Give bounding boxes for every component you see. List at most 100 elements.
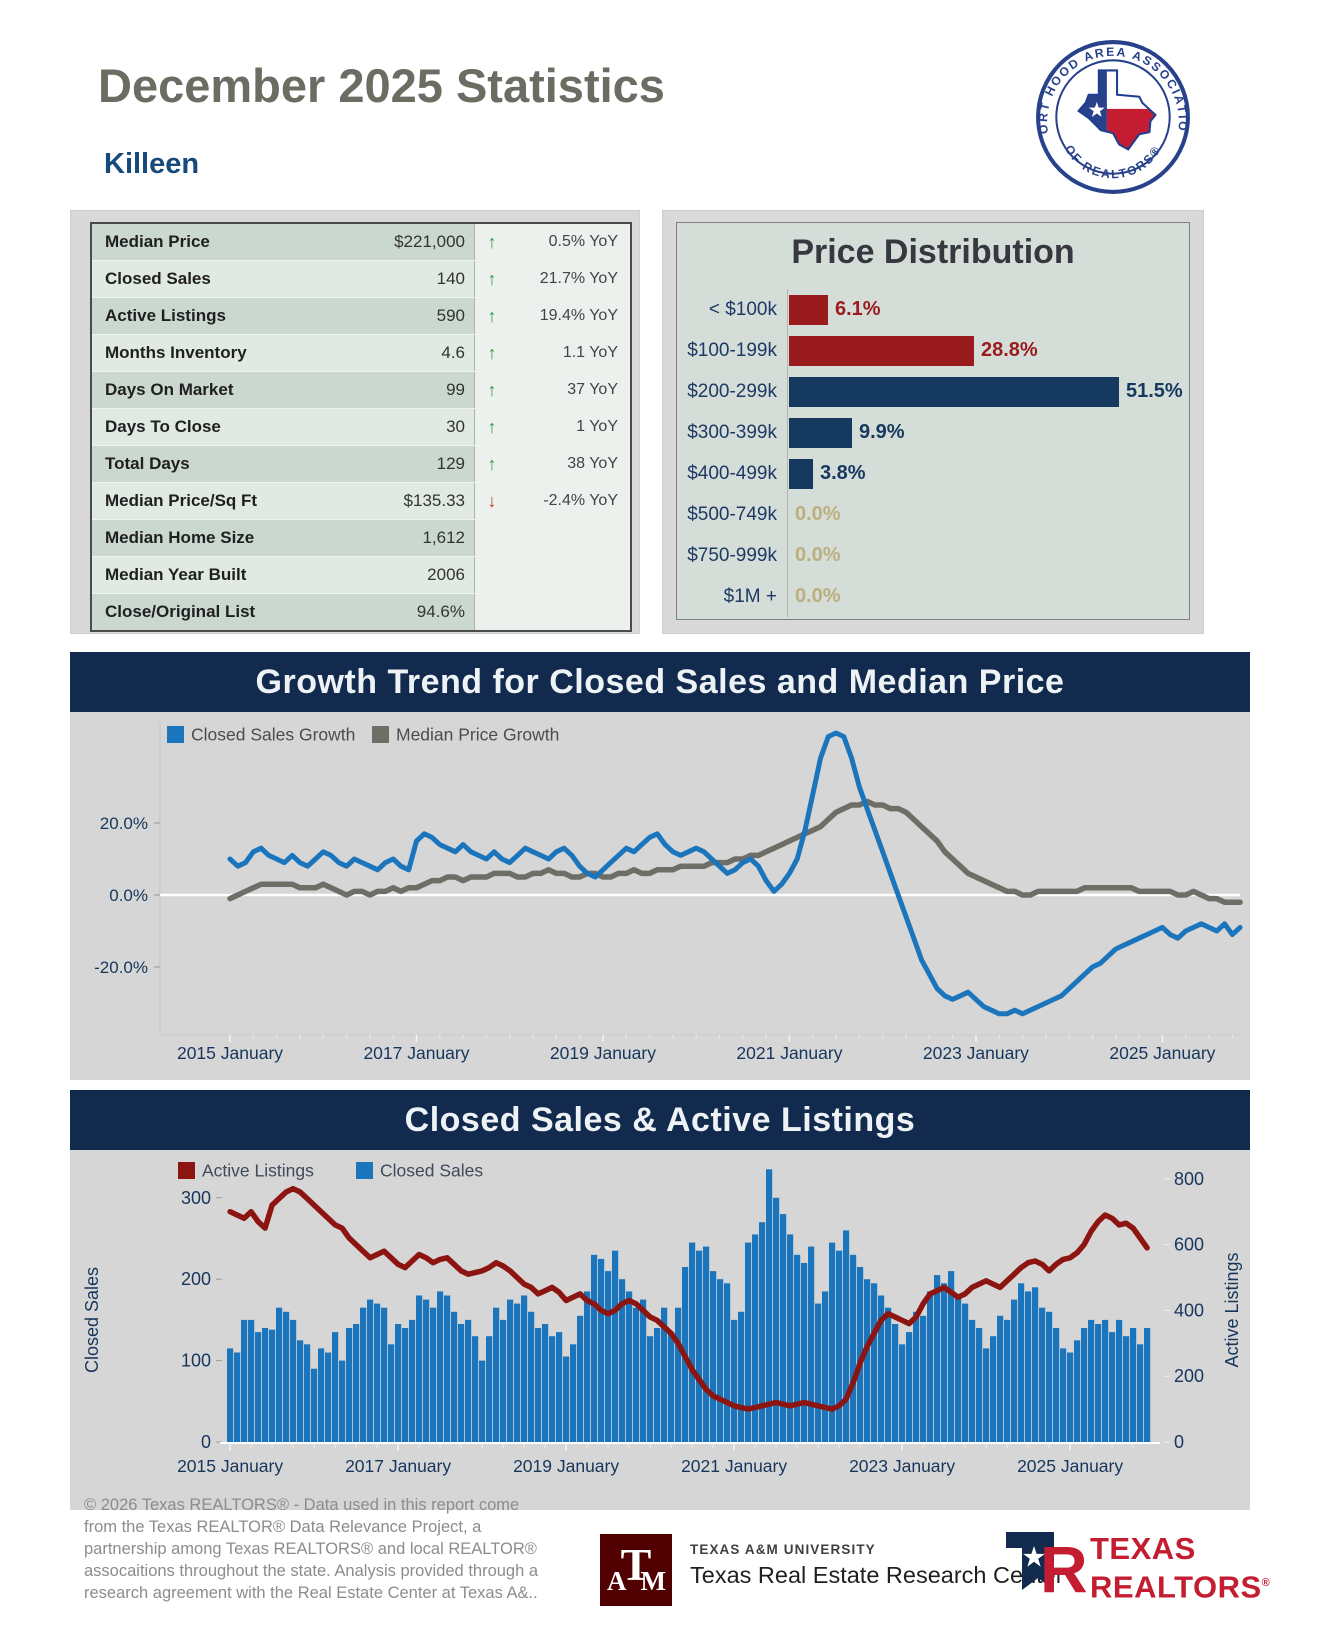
stats-row: Median Price/Sq Ft $135.33 ↓ -2.4% YoY xyxy=(92,483,630,520)
distribution-bar xyxy=(789,458,813,489)
star-icon xyxy=(1088,101,1105,117)
svg-text:2025 January: 2025 January xyxy=(1109,1043,1215,1063)
svg-text:200: 200 xyxy=(181,1269,211,1289)
up-arrow-icon: ↑ xyxy=(487,417,497,437)
stat-label: Months Inventory xyxy=(92,335,342,371)
stat-label: Closed Sales xyxy=(92,261,342,297)
stat-yoy-text: 37 YoY xyxy=(567,381,618,398)
stat-value: 1,612 xyxy=(342,520,475,556)
svg-text:100: 100 xyxy=(181,1351,211,1371)
price-distribution-panel: Price Distribution < $100k 6.1% $100-199k 2… xyxy=(676,222,1190,620)
distribution-bar xyxy=(789,335,974,366)
price-range-label: $1M + xyxy=(723,585,777,607)
svg-text:2023 January: 2023 January xyxy=(923,1043,1029,1063)
association-seal-logo: FORT HOOD AREA ASSOCIATION OF REALTORS® xyxy=(1032,36,1190,194)
distribution-value: 0.0% xyxy=(795,503,841,525)
legend-label: Closed Sales Growth xyxy=(191,725,355,745)
svg-text:0.0%: 0.0% xyxy=(109,886,148,905)
stat-yoy-cell: ↓ -2.4% YoY xyxy=(475,483,630,519)
svg-text:200: 200 xyxy=(1174,1366,1204,1386)
stats-row: Days To Close 30 ↑ 1 YoY xyxy=(92,409,630,446)
price-range-label: $300-399k xyxy=(687,421,777,443)
stat-value: 4.6 xyxy=(342,335,475,371)
distribution-value: 6.1% xyxy=(835,298,881,320)
svg-text:-20.0%: -20.0% xyxy=(94,958,148,977)
tr-line1: TEXAS xyxy=(1090,1531,1196,1566)
distribution-value: 3.8% xyxy=(820,462,866,484)
line-median-price-growth xyxy=(227,798,1243,905)
stat-yoy-cell: ↑ 1 YoY xyxy=(475,409,630,445)
price-distribution-title: Price Distribution xyxy=(791,233,1075,271)
stats-row: Close/Original List 94.6% xyxy=(92,594,630,630)
svg-text:2019 January: 2019 January xyxy=(513,1456,619,1476)
price-range-label: $200-299k xyxy=(687,380,777,402)
stat-label: Median Home Size xyxy=(92,520,342,556)
stat-value: $221,000 xyxy=(342,224,475,260)
legend-swatch xyxy=(178,1162,195,1179)
stat-label: Days On Market xyxy=(92,372,342,408)
distribution-row: $100-199k 28.8% xyxy=(677,330,1189,371)
stat-yoy-cell: ↑ 38 YoY xyxy=(475,446,630,482)
svg-text:400: 400 xyxy=(1174,1300,1204,1320)
stat-yoy-text: 19.4% YoY xyxy=(539,307,618,324)
stat-label: Median Year Built xyxy=(92,557,342,593)
stat-label: Days To Close xyxy=(92,409,342,445)
stat-value: 590 xyxy=(342,298,475,334)
distribution-row: $1M + 0.0% xyxy=(677,576,1189,617)
distribution-row: $300-399k 9.9% xyxy=(677,412,1189,453)
legend-label: Active Listings xyxy=(202,1161,314,1181)
growth-trend-chart: 20.0% 0.0% -20.0% 2015 January 2017 January 2… xyxy=(70,712,1250,1080)
distribution-row: $200-299k 51.5% xyxy=(677,371,1189,412)
svg-text:2017 January: 2017 January xyxy=(345,1456,451,1476)
stat-label: Median Price/Sq Ft xyxy=(92,483,342,519)
price-range-label: $400-499k xyxy=(687,462,777,484)
svg-text:2015 January: 2015 January xyxy=(177,1043,283,1063)
stat-yoy-cell xyxy=(475,520,630,556)
stat-value: 99 xyxy=(342,372,475,408)
stat-label: Total Days xyxy=(92,446,342,482)
up-arrow-icon: ↑ xyxy=(487,306,497,326)
stats-row: Closed Sales 140 ↑ 21.7% YoY xyxy=(92,261,630,298)
distribution-value: 51.5% xyxy=(1126,380,1183,402)
price-range-label: $500-749k xyxy=(687,503,777,525)
svg-text:0: 0 xyxy=(201,1432,211,1452)
distribution-value: 28.8% xyxy=(981,339,1038,361)
distribution-value: 9.9% xyxy=(859,421,905,443)
stat-label: Median Price xyxy=(92,224,342,260)
down-arrow-icon: ↓ xyxy=(487,491,497,511)
stat-yoy-text: -2.4% YoY xyxy=(543,492,618,509)
star-icon xyxy=(1023,1546,1045,1567)
svg-text:0: 0 xyxy=(1174,1432,1184,1452)
stat-yoy-cell: ↑ 0.5% YoY xyxy=(475,224,630,260)
page-title: December 2025 Statistics xyxy=(98,59,665,112)
stats-row: Total Days 129 ↑ 38 YoY xyxy=(92,446,630,483)
price-distribution-chart: < $100k 6.1% $100-199k 28.8% $200-299k 51.5% $… xyxy=(677,289,1189,617)
stat-label: Active Listings xyxy=(92,298,342,334)
up-arrow-icon: ↑ xyxy=(487,343,497,363)
stats-row: Median Home Size 1,612 xyxy=(92,520,630,557)
up-arrow-icon: ↑ xyxy=(487,454,497,474)
growth-chart-title: Growth Trend for Closed Sales and Median… xyxy=(255,662,1065,701)
distribution-bar xyxy=(789,294,828,325)
distribution-bar xyxy=(789,376,1119,407)
stats-row: Days On Market 99 ↑ 37 YoY xyxy=(92,372,630,409)
stat-value: 30 xyxy=(342,409,475,445)
stat-value: 140 xyxy=(342,261,475,297)
am-center-label: Texas Real Estate Research Center xyxy=(690,1562,1064,1588)
price-range-label: $750-999k xyxy=(687,544,777,566)
legend-label: Median Price Growth xyxy=(396,725,559,745)
stat-yoy-cell: ↑ 21.7% YoY xyxy=(475,261,630,297)
svg-text:300: 300 xyxy=(181,1188,211,1208)
distribution-bar xyxy=(789,417,852,448)
am-university-label: TEXAS A&M UNIVERSITY xyxy=(690,1542,876,1557)
sales-chart-title-bar: Closed Sales & Active Listings xyxy=(70,1090,1250,1150)
legend-swatch xyxy=(356,1162,373,1179)
stats-row: Months Inventory 4.6 ↑ 1.1 YoY xyxy=(92,335,630,372)
research-center-branding: TEXAS A&M UNIVERSITY Texas Real Estate R… xyxy=(690,1542,1064,1589)
stat-yoy-cell: ↑ 19.4% YoY xyxy=(475,298,630,334)
distribution-value: 0.0% xyxy=(795,544,841,566)
svg-text:20.0%: 20.0% xyxy=(100,814,148,833)
distribution-value: 0.0% xyxy=(795,585,841,607)
